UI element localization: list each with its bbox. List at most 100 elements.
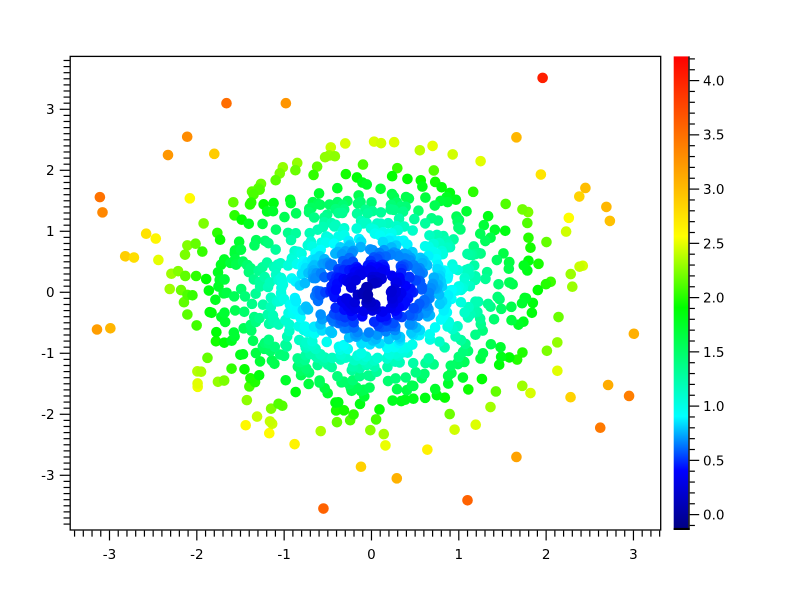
data-point bbox=[290, 208, 302, 219]
data-point bbox=[540, 278, 552, 290]
data-point bbox=[499, 225, 511, 237]
data-point bbox=[407, 357, 419, 369]
data-point bbox=[375, 207, 387, 218]
data-point bbox=[187, 289, 198, 301]
data-point bbox=[450, 194, 462, 206]
data-point bbox=[493, 278, 504, 290]
colorbar-gradient bbox=[673, 56, 689, 531]
data-point bbox=[284, 319, 295, 330]
data-point bbox=[325, 142, 337, 153]
data-point bbox=[198, 218, 209, 229]
data-point bbox=[330, 284, 342, 296]
data-point bbox=[241, 394, 253, 406]
data-point bbox=[533, 258, 544, 270]
data-point bbox=[332, 182, 343, 194]
data-point bbox=[312, 224, 323, 236]
colorbar-tick-label: 2.5 bbox=[703, 236, 724, 252]
data-point bbox=[197, 246, 208, 257]
data-point bbox=[277, 279, 289, 290]
data-point bbox=[219, 316, 231, 328]
data-point bbox=[249, 240, 260, 251]
data-point bbox=[461, 205, 472, 217]
data-point bbox=[522, 217, 533, 229]
data-point bbox=[219, 274, 230, 285]
data-point bbox=[140, 228, 152, 240]
colorbar-tick-label: 3.0 bbox=[703, 182, 724, 198]
data-point bbox=[237, 348, 249, 360]
data-point bbox=[264, 416, 276, 427]
data-point bbox=[299, 321, 311, 332]
data-point bbox=[179, 249, 191, 260]
data-point bbox=[238, 306, 250, 318]
data-point bbox=[489, 224, 501, 236]
data-point bbox=[488, 314, 500, 325]
data-point bbox=[264, 427, 275, 439]
data-point bbox=[439, 392, 451, 403]
data-point bbox=[181, 131, 193, 143]
data-point bbox=[303, 378, 314, 390]
data-point bbox=[385, 286, 397, 298]
data-point bbox=[525, 387, 536, 399]
data-point bbox=[119, 250, 131, 262]
x-tick-label: -2 bbox=[190, 547, 203, 563]
data-point bbox=[235, 244, 247, 255]
data-point bbox=[105, 322, 116, 334]
data-point bbox=[372, 329, 383, 341]
data-point bbox=[419, 218, 431, 229]
data-point bbox=[463, 384, 474, 395]
data-point bbox=[254, 356, 266, 367]
data-point bbox=[444, 408, 456, 420]
data-point bbox=[413, 205, 424, 217]
data-point bbox=[419, 240, 431, 252]
data-point bbox=[94, 191, 106, 203]
data-point bbox=[414, 144, 426, 156]
axis-tick-labels: -3 -2 -1 0 1 2 3 3 2 1 0 -1 -2 -3 bbox=[41, 102, 638, 563]
colorbar-tick-labels: 4.0 3.5 3.0 2.5 2.0 1.5 1.0 0.5 0.0 bbox=[703, 73, 724, 523]
data-point bbox=[517, 347, 528, 358]
data-point bbox=[492, 291, 503, 303]
data-point bbox=[302, 304, 314, 315]
data-point bbox=[362, 289, 374, 301]
data-point bbox=[475, 155, 486, 167]
data-point bbox=[351, 223, 363, 234]
y-tick-label: -1 bbox=[41, 346, 54, 362]
data-point bbox=[604, 215, 616, 227]
data-point bbox=[434, 336, 445, 347]
data-point bbox=[314, 375, 325, 386]
data-point bbox=[321, 336, 333, 348]
data-point bbox=[375, 137, 387, 149]
data-point bbox=[330, 405, 342, 416]
y-tick-label: 1 bbox=[46, 224, 55, 240]
data-point bbox=[495, 351, 507, 363]
x-tick-label: 3 bbox=[629, 547, 638, 563]
data-point bbox=[248, 189, 259, 200]
data-point bbox=[364, 382, 375, 393]
data-point bbox=[503, 263, 515, 275]
data-point bbox=[273, 398, 284, 410]
data-point bbox=[214, 234, 226, 245]
data-point bbox=[462, 248, 473, 260]
data-point bbox=[427, 140, 438, 152]
data-point bbox=[388, 204, 400, 216]
data-point bbox=[268, 197, 279, 209]
data-point bbox=[337, 207, 348, 219]
data-point bbox=[254, 281, 266, 292]
plot-frame bbox=[69, 55, 662, 531]
colorbar-tick-label: 0.0 bbox=[703, 508, 724, 524]
data-point bbox=[377, 236, 389, 248]
data-point bbox=[504, 277, 515, 288]
data-point bbox=[184, 193, 196, 204]
data-point bbox=[602, 379, 614, 391]
data-point bbox=[391, 383, 403, 395]
data-point bbox=[391, 473, 403, 484]
data-point bbox=[195, 366, 207, 378]
data-point bbox=[526, 307, 538, 319]
data-point bbox=[594, 422, 606, 434]
data-point bbox=[375, 183, 386, 195]
colorbar-tick-label: 2.0 bbox=[703, 291, 724, 307]
y-tick-label: 2 bbox=[46, 163, 55, 179]
data-point bbox=[280, 374, 292, 386]
data-point bbox=[374, 404, 385, 415]
data-point bbox=[191, 320, 202, 331]
data-point bbox=[541, 345, 553, 357]
